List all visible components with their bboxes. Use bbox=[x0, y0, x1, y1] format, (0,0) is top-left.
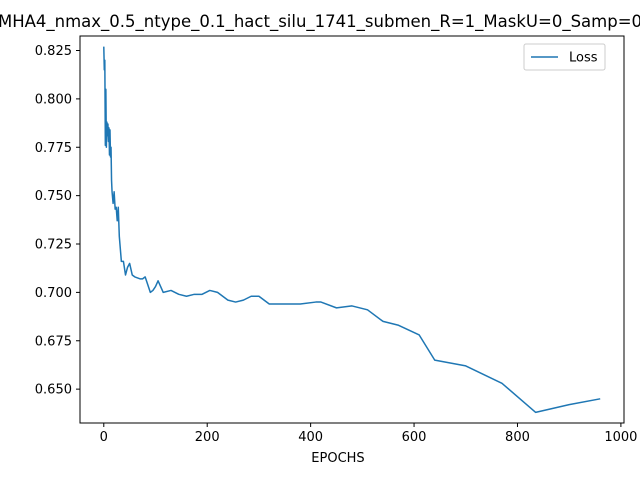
chart-title: MHA4_nmax_0.5_ntype_0.1_hact_silu_1741_s… bbox=[0, 12, 640, 32]
x-tick-label: 0 bbox=[100, 430, 108, 445]
x-tick-label: 200 bbox=[195, 430, 220, 445]
x-tick-label: 600 bbox=[402, 430, 427, 445]
y-tick-label: 0.775 bbox=[35, 141, 72, 156]
y-tick-label: 0.800 bbox=[35, 92, 72, 107]
series-line-loss bbox=[103, 46, 601, 414]
x-axis: 0 200 400 600 800 1000 bbox=[100, 423, 637, 445]
plot-area bbox=[79, 35, 625, 424]
x-axis-label: EPOCHS bbox=[311, 451, 364, 466]
y-tick-label: 0.750 bbox=[35, 189, 72, 204]
axes-frame bbox=[79, 35, 625, 424]
legend: Loss bbox=[523, 43, 606, 71]
x-tick-label: 800 bbox=[505, 430, 530, 445]
y-axis: 0.650 0.675 0.700 0.725 0.750 0.775 0.800 0.825 bbox=[35, 44, 80, 398]
y-tick-label: 0.825 bbox=[35, 44, 72, 59]
y-tick-label: 0.675 bbox=[35, 334, 72, 349]
legend-box bbox=[523, 43, 606, 71]
x-tick-label: 400 bbox=[298, 430, 323, 445]
y-tick-label: 0.725 bbox=[35, 238, 72, 253]
y-tick-label: 0.650 bbox=[35, 383, 72, 398]
x-tick-label: 1000 bbox=[604, 430, 637, 445]
y-tick-label: 0.700 bbox=[35, 286, 72, 301]
legend-label-loss: Loss bbox=[569, 51, 598, 66]
